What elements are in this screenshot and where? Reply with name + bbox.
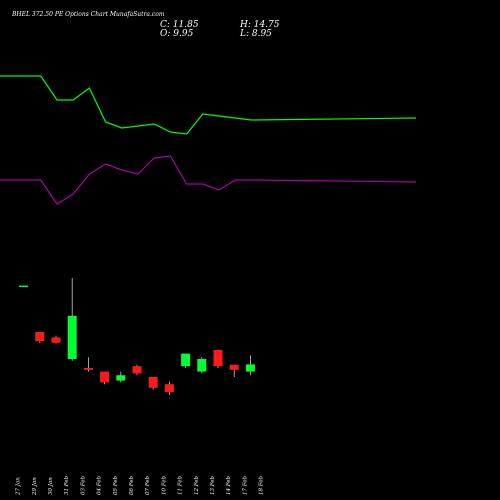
x-tick-label: 18 Feb [259,475,265,495]
candle-body-down [132,366,142,374]
x-tick-label: 07 Feb [145,475,151,495]
candle-body-down [229,364,239,370]
x-tick-label: 05 Feb [113,475,119,495]
close-value: C: 11.85 [160,20,199,30]
indicator-line-2 [0,155,417,205]
candles [19,278,255,395]
candle [35,332,45,343]
x-tick-label: 17 Feb [242,475,248,495]
indicator-line-1 [0,75,417,135]
x-tick-label: 13 Feb [210,475,216,495]
candle [229,364,239,377]
candle [164,381,174,395]
candle-body-down [83,368,93,370]
candle [100,371,110,385]
candle [67,278,77,361]
candle [181,353,191,368]
low-value: L: 8.95 [239,29,272,39]
x-tick-label: 06 Feb [129,475,135,495]
candle-body-down [213,350,223,367]
x-tick-label: 31 Feb [64,475,70,495]
candle [19,285,29,288]
candle-body-up [245,364,255,372]
candle-body-up [116,375,126,381]
candle [213,350,223,368]
candle-body-down [164,384,174,393]
x-tick-label: 30 Jan [48,477,54,495]
x-tick-label: 03 Feb [80,475,86,495]
candle-body-up [67,315,77,359]
candle-body-down [100,371,110,383]
x-tick-label: 27 Jan [16,477,22,496]
x-axis-labels: 27 Jan 29 Jan 30 Jan 31 Feb 03 Feb 04 Feb 05 F… [16,475,265,496]
candle [116,371,126,383]
candle-body-up [197,359,207,372]
candle-body-down [51,337,61,343]
candle [197,357,207,374]
candle [51,335,61,344]
open-value: O: 9.95 [160,29,194,39]
candle [83,357,93,372]
chart-title: BHEL 372.50 PE Options Chart MunafaSutra… [11,11,165,18]
candle [132,364,142,376]
x-tick-label: 04 Feb [97,475,103,495]
x-tick-label: 11 Feb [178,475,184,495]
x-tick-label: 29 Jan [32,477,38,496]
x-tick-label: 12 Feb [194,475,200,495]
high-value: H: 14.75 [239,20,280,30]
candle-body-up [181,353,191,367]
candle-body-down [35,332,45,341]
indicator-lines [0,75,417,205]
x-tick-label: 14 Feb [226,475,232,495]
x-tick-label: 10 Feb [161,475,167,495]
candle-body-down [148,377,158,388]
candle-body-up [19,285,29,288]
candle [245,355,255,376]
candle [148,377,158,390]
